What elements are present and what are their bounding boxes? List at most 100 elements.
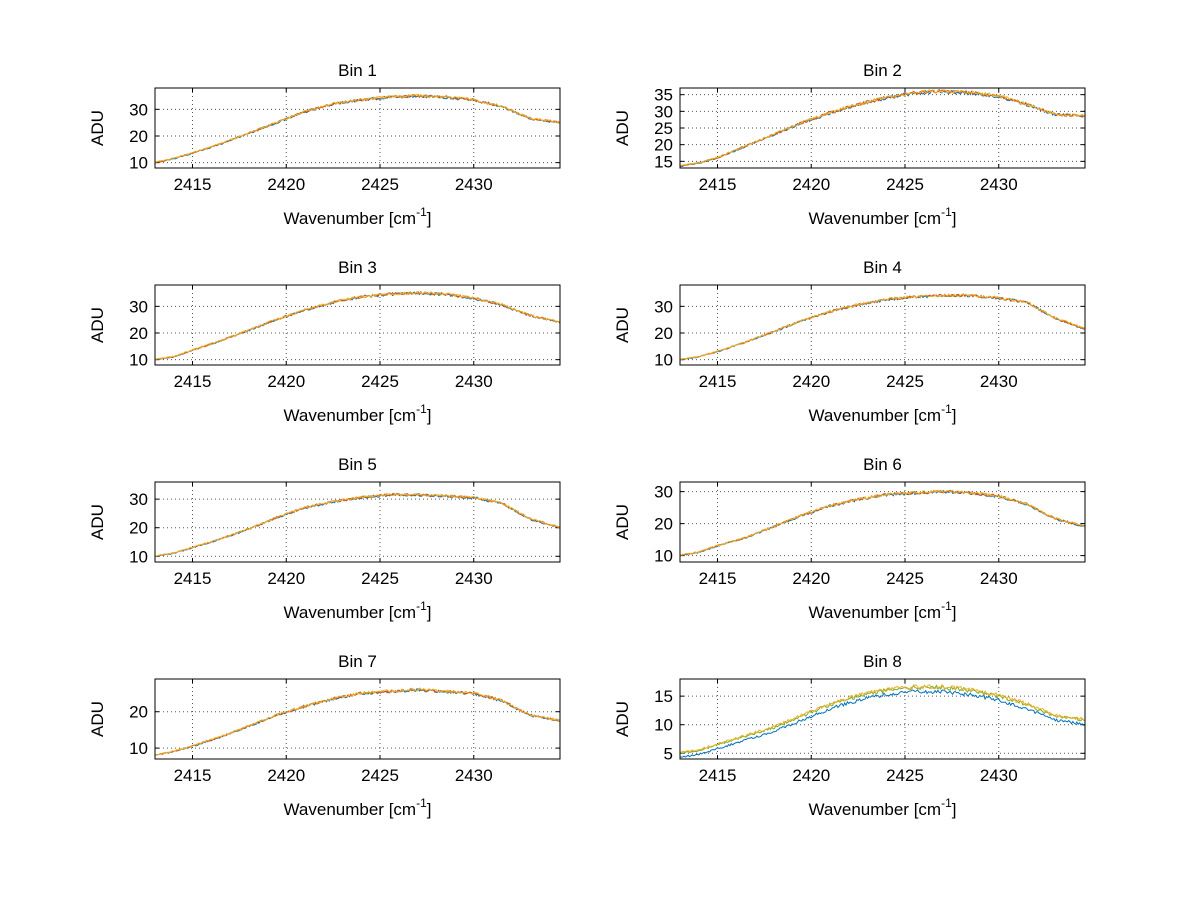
x-tick-label: 2430 — [455, 175, 493, 194]
x-tick-label: 2430 — [455, 569, 493, 588]
y-tick-label: 30 — [129, 490, 148, 509]
chart-title: Bin 7 — [338, 652, 377, 671]
chart-title: Bin 8 — [863, 652, 902, 671]
x-tick-label: 2420 — [792, 569, 830, 588]
chart-svg: Bin 8 ADU 5 10 15 2415 2420 2425 2430 Wavenumber … — [613, 652, 1086, 819]
x-tick-label: 2420 — [267, 175, 305, 194]
x-tick-label: 2420 — [267, 372, 305, 391]
x-tick-label: 2425 — [361, 175, 399, 194]
y-tick-label: 10 — [129, 154, 148, 173]
axes-box — [679, 678, 1086, 760]
x-axis-label: Wavenumber [cm-1] — [809, 599, 957, 622]
x-tick-label: 2430 — [455, 766, 493, 785]
y-tick-label: 10 — [129, 547, 148, 566]
x-axis-label: Wavenumber [cm-1] — [284, 205, 432, 228]
x-tick-label: 2420 — [792, 766, 830, 785]
y-tick-label: 30 — [654, 483, 673, 502]
x-tick-label: 2430 — [980, 569, 1018, 588]
plot-area — [155, 687, 560, 757]
x-tick-label: 2415 — [699, 175, 737, 194]
y-axis-label: ADU — [613, 307, 632, 343]
subplot-bin-6: Bin 6 ADU 10 20 30 2415 2420 2425 2430 Wavenumber… — [605, 450, 1105, 640]
x-tick-label: 2430 — [980, 372, 1018, 391]
subplot-bin-7: Bin 7 ADU 10 20 2415 2420 2425 2430 Wavenumber [… — [80, 647, 580, 837]
series-trace-yellow — [680, 683, 1085, 753]
chart-svg: Bin 1 ADU 10 20 30 2415 2420 2425 2430 Wavenumber… — [88, 61, 561, 228]
series-trace-yellow — [680, 293, 1085, 360]
x-axis-label: Wavenumber [cm-1] — [284, 402, 432, 425]
subplot-bin-1: Bin 1 ADU 10 20 30 2415 2420 2425 2430 Wavenumber… — [80, 56, 580, 246]
series-trace-orange — [155, 492, 560, 557]
y-tick-label: 5 — [664, 744, 673, 763]
x-tick-label: 2420 — [792, 372, 830, 391]
axes-box — [154, 481, 561, 563]
chart-svg: Bin 4 ADU 10 20 30 2415 2420 2425 2430 Wavenumber… — [613, 258, 1086, 425]
x-tick-label: 2425 — [361, 569, 399, 588]
x-axis-label: Wavenumber [cm-1] — [284, 599, 432, 622]
y-tick-label: 10 — [129, 739, 148, 758]
chart-title: Bin 3 — [338, 258, 377, 277]
x-tick-label: 2425 — [886, 175, 924, 194]
chart-svg: Bin 3 ADU 10 20 30 2415 2420 2425 2430 Wavenumber… — [88, 258, 561, 425]
series-trace-orange — [155, 290, 560, 360]
y-tick-label: 10 — [129, 351, 148, 370]
x-tick-label: 2415 — [699, 569, 737, 588]
x-tick-label: 2425 — [886, 569, 924, 588]
y-tick-label: 15 — [654, 152, 673, 171]
y-tick-label: 20 — [654, 324, 673, 343]
y-tick-label: 20 — [129, 324, 148, 343]
x-tick-label: 2425 — [886, 372, 924, 391]
x-tick-label: 2425 — [886, 766, 924, 785]
axes-box — [679, 87, 1086, 169]
y-tick-label: 10 — [654, 716, 673, 735]
plot-area — [680, 683, 1085, 758]
series-trace-yellow — [680, 89, 1085, 166]
chart-svg: Bin 6 ADU 10 20 30 2415 2420 2425 2430 Wavenumber… — [613, 455, 1086, 622]
plot-area — [680, 489, 1085, 557]
series-trace-yellow — [155, 290, 560, 360]
axes-box — [154, 678, 561, 760]
x-tick-label: 2420 — [267, 569, 305, 588]
x-axis-label: Wavenumber [cm-1] — [809, 796, 957, 819]
series-trace-orange — [680, 293, 1085, 360]
y-tick-label: 20 — [654, 515, 673, 534]
series-trace-blue — [155, 94, 560, 163]
y-axis-label: ADU — [88, 701, 107, 737]
y-tick-label: 20 — [129, 127, 148, 146]
chart-title: Bin 4 — [863, 258, 902, 277]
x-axis-label: Wavenumber [cm-1] — [809, 205, 957, 228]
x-tick-label: 2430 — [455, 372, 493, 391]
subplot-bin-2: Bin 2 ADU 15 20 25 30 35 2415 2420 2425 2430 Wavenu… — [605, 56, 1105, 246]
series-trace-yellow — [155, 93, 560, 164]
subplot-bin-3: Bin 3 ADU 10 20 30 2415 2420 2425 2430 Wavenumber… — [80, 253, 580, 443]
plot-area — [155, 93, 560, 164]
series-trace-yellow — [155, 492, 560, 557]
subplot-bin-4: Bin 4 ADU 10 20 30 2415 2420 2425 2430 Wavenumber… — [605, 253, 1105, 443]
chart-title: Bin 2 — [863, 61, 902, 80]
x-tick-label: 2415 — [174, 766, 212, 785]
y-axis-label: ADU — [613, 110, 632, 146]
y-axis-label: ADU — [88, 110, 107, 146]
y-tick-label: 20 — [654, 136, 673, 155]
y-tick-label: 15 — [654, 687, 673, 706]
y-tick-label: 20 — [129, 519, 148, 538]
x-tick-label: 2415 — [699, 372, 737, 391]
series-trace-yellow — [155, 687, 560, 756]
x-tick-label: 2415 — [699, 766, 737, 785]
x-tick-label: 2415 — [174, 569, 212, 588]
x-axis-label: Wavenumber [cm-1] — [809, 402, 957, 425]
x-tick-label: 2420 — [792, 175, 830, 194]
y-tick-label: 25 — [654, 119, 673, 138]
y-axis-label: ADU — [88, 307, 107, 343]
plot-area — [155, 290, 560, 360]
x-tick-label: 2430 — [980, 766, 1018, 785]
chart-svg: Bin 5 ADU 10 20 30 2415 2420 2425 2430 Wavenumber… — [88, 455, 561, 622]
y-axis-label: ADU — [88, 504, 107, 540]
axes-box — [679, 284, 1086, 366]
subplot-bin-5: Bin 5 ADU 10 20 30 2415 2420 2425 2430 Wavenumber… — [80, 450, 580, 640]
subplot-bin-8: Bin 8 ADU 5 10 15 2415 2420 2425 2430 Wavenumber … — [605, 647, 1105, 837]
series-trace-orange — [155, 93, 560, 163]
plot-area — [155, 492, 560, 558]
y-axis-label: ADU — [613, 701, 632, 737]
